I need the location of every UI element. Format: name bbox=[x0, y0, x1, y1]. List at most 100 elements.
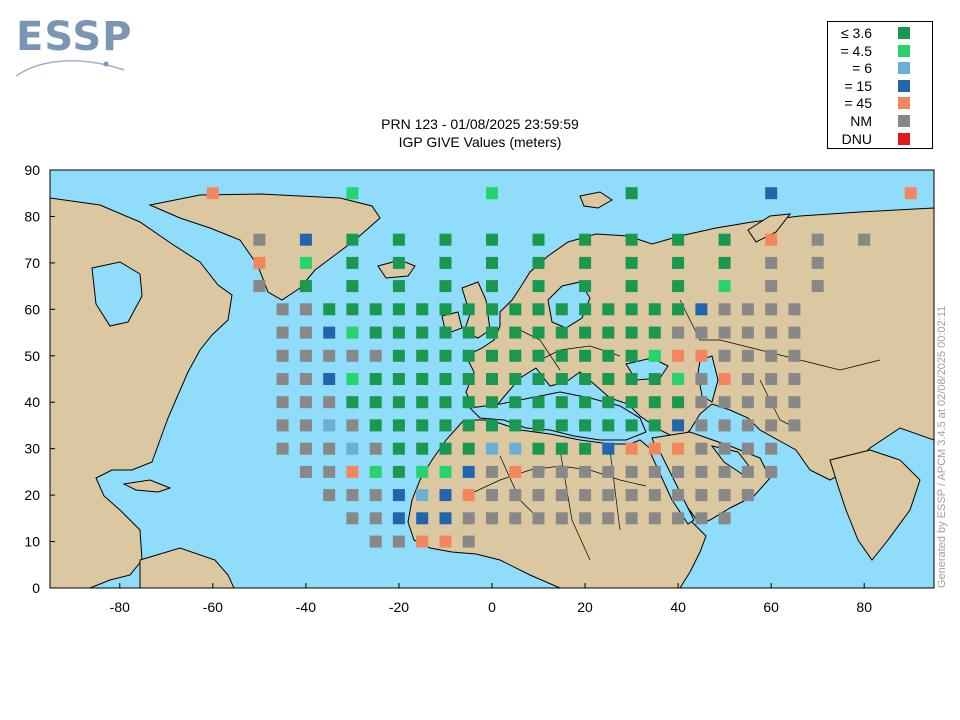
igp-cell bbox=[741, 349, 754, 362]
igp-cell bbox=[532, 256, 545, 269]
igp-cell bbox=[532, 396, 545, 409]
igp-cell bbox=[486, 349, 498, 362]
igp-cell bbox=[299, 349, 312, 362]
igp-cell bbox=[439, 303, 452, 316]
igp-cell bbox=[509, 442, 522, 455]
igp-cell bbox=[672, 280, 685, 293]
igp-cell bbox=[439, 373, 452, 385]
map-subtitle: IGP GIVE Values (meters) bbox=[398, 134, 562, 150]
igp-cell bbox=[462, 373, 475, 385]
igp-cell bbox=[672, 396, 685, 409]
igp-cell bbox=[602, 349, 615, 362]
igp-cell bbox=[416, 419, 429, 432]
igp-cell bbox=[602, 419, 615, 432]
igp-cell bbox=[625, 465, 638, 478]
igp-cell bbox=[765, 326, 778, 339]
igp-cell bbox=[439, 419, 452, 432]
legend-label: = 15 bbox=[844, 77, 872, 94]
igp-cell bbox=[369, 326, 382, 339]
igp-cell bbox=[416, 465, 429, 478]
y-tick-label: 0 bbox=[32, 580, 40, 596]
igp-cell bbox=[346, 187, 359, 200]
igp-cell bbox=[904, 187, 917, 200]
igp-cell bbox=[672, 349, 685, 362]
igp-cell bbox=[579, 303, 592, 316]
igp-cell bbox=[625, 396, 638, 409]
igp-cell bbox=[276, 326, 289, 339]
igp-cell bbox=[625, 280, 638, 293]
igp-cell bbox=[532, 489, 545, 502]
igp-cell bbox=[602, 396, 615, 409]
igp-cell bbox=[392, 442, 405, 455]
india-land bbox=[829, 449, 921, 561]
igp-cell bbox=[416, 535, 429, 548]
y-tick-label: 10 bbox=[24, 534, 40, 550]
igp-cell bbox=[253, 256, 266, 269]
igp-cell bbox=[486, 187, 498, 200]
igp-cell bbox=[369, 512, 382, 525]
igp-cell bbox=[579, 442, 592, 455]
igp-cell bbox=[486, 256, 498, 269]
legend-swatch bbox=[898, 79, 910, 92]
igp-cell bbox=[509, 326, 522, 339]
legend-label: NM bbox=[850, 113, 872, 129]
igp-cell bbox=[741, 489, 754, 502]
igp-cell bbox=[788, 373, 801, 385]
igp-cell bbox=[323, 303, 336, 316]
y-tick-label: 90 bbox=[24, 162, 40, 178]
igp-cell bbox=[741, 465, 754, 478]
igp-cell bbox=[392, 233, 405, 246]
legend-entry: = 6 bbox=[828, 59, 932, 77]
igp-cell bbox=[672, 442, 685, 455]
igp-cell bbox=[672, 489, 685, 502]
igp-cell bbox=[672, 233, 685, 246]
igp-cell bbox=[392, 303, 405, 316]
igp-cell bbox=[416, 326, 429, 339]
igp-cell bbox=[369, 349, 382, 362]
igp-cell bbox=[765, 303, 778, 316]
igp-cell bbox=[625, 187, 638, 200]
igp-cell bbox=[486, 233, 498, 246]
y-tick-label: 50 bbox=[24, 348, 40, 364]
igp-cell bbox=[718, 280, 731, 293]
igp-cell bbox=[276, 442, 289, 455]
igp-cell bbox=[648, 442, 661, 455]
igp-cell bbox=[765, 280, 778, 293]
igp-cell bbox=[346, 512, 359, 525]
igp-cell bbox=[509, 303, 522, 316]
igp-cell bbox=[579, 280, 592, 293]
igp-cell bbox=[462, 326, 475, 339]
igp-cell bbox=[532, 303, 545, 316]
igp-cell bbox=[486, 303, 498, 316]
igp-cell bbox=[486, 465, 498, 478]
x-tick-label: 20 bbox=[577, 599, 593, 615]
generated-credit: Generated by ESSP / APCM 3.4.5 at 02/08/… bbox=[936, 305, 948, 588]
igp-cell bbox=[579, 419, 592, 432]
igp-cell bbox=[695, 373, 708, 385]
igp-cell bbox=[392, 349, 405, 362]
igp-cell bbox=[555, 489, 568, 502]
igp-cell bbox=[486, 489, 498, 502]
igp-cell bbox=[532, 349, 545, 362]
legend-entry: ≤ 3.6 bbox=[828, 24, 932, 42]
igp-cell bbox=[648, 465, 661, 478]
igp-cell bbox=[486, 512, 498, 525]
igp-cell bbox=[439, 489, 452, 502]
igp-cell bbox=[602, 442, 615, 455]
legend-label: ≤ 3.6 bbox=[840, 25, 872, 41]
igp-cell bbox=[439, 233, 452, 246]
igp-cell bbox=[369, 396, 382, 409]
land-masses bbox=[50, 191, 934, 588]
igp-cell bbox=[765, 349, 778, 362]
igp-cell bbox=[672, 303, 685, 316]
igp-cell bbox=[695, 326, 708, 339]
igp-cell bbox=[765, 465, 778, 478]
igp-cell bbox=[718, 256, 731, 269]
igp-cell bbox=[718, 419, 731, 432]
x-tick-label: 60 bbox=[763, 599, 779, 615]
igp-cell bbox=[462, 465, 475, 478]
igp-cell bbox=[509, 489, 522, 502]
igp-cell bbox=[648, 303, 661, 316]
igp-cell bbox=[648, 349, 661, 362]
igp-cell bbox=[788, 303, 801, 316]
